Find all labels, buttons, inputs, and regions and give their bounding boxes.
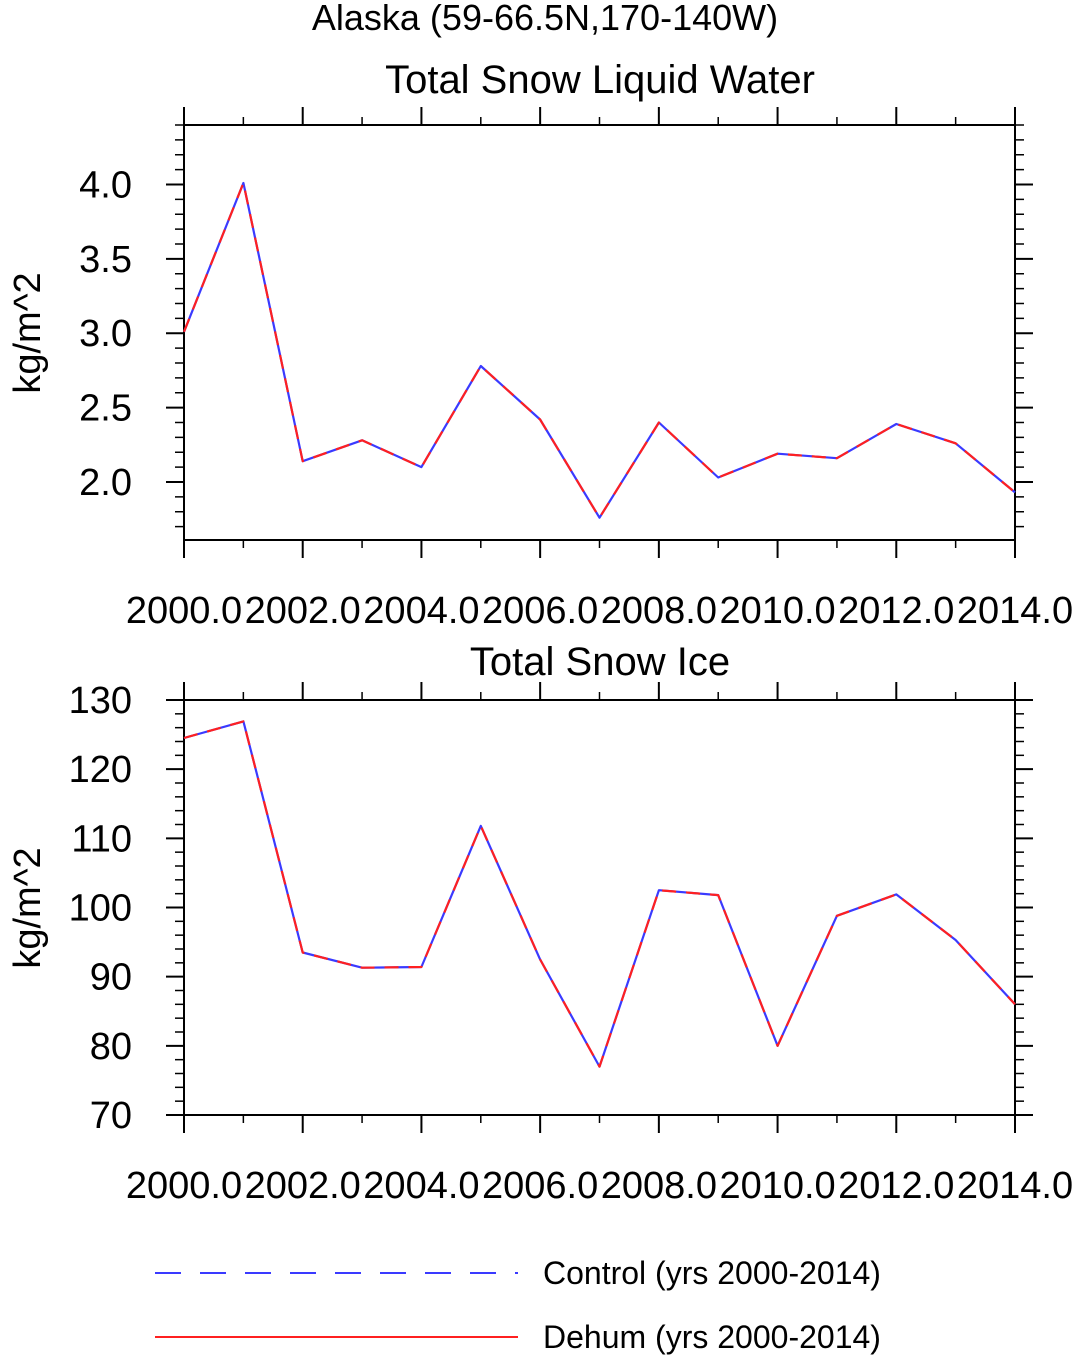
series-line-control (182, 181, 1016, 519)
series-lines (183, 720, 1016, 1068)
x-tick-label: 2000.0 (126, 590, 242, 632)
y-tick-label: 4.0 (79, 164, 132, 206)
x-tick-label: 2010.0 (719, 590, 835, 632)
x-tick-labels: 2000.0 2002.0 2004.0 2006.0 2008.0 2010.0 2012… (126, 1165, 1073, 1207)
x-tick-label: 2000.0 (126, 1165, 242, 1207)
series-lines (182, 181, 1016, 519)
y-tick-label: 2.0 (79, 462, 132, 504)
x-tick-label: 2012.0 (838, 590, 954, 632)
x-tick-label: 2008.0 (601, 1165, 717, 1207)
plot-axes (166, 682, 1033, 1133)
y-tick-labels: 70 80 90 100 110 120 130 (69, 680, 132, 1137)
x-tick-label: 2012.0 (838, 1165, 954, 1207)
x-tick-label: 2014.0 (957, 590, 1073, 632)
y-tick-label: 2.5 (79, 388, 132, 430)
legend-label-dehum: Dehum (yrs 2000-2014) (543, 1319, 881, 1355)
x-tick-label: 2004.0 (363, 590, 479, 632)
chart-title: Total Snow Liquid Water (385, 58, 815, 102)
x-tick-label: 2002.0 (245, 590, 361, 632)
legend-label-control: Control (yrs 2000-2014) (543, 1255, 881, 1291)
x-tick-label: 2002.0 (245, 1165, 361, 1207)
y-tick-label: 120 (69, 749, 132, 791)
y-tick-label: 3.5 (79, 239, 132, 281)
x-tick-label: 2008.0 (601, 590, 717, 632)
series-line-dehum (183, 720, 1016, 1068)
y-tick-label: 70 (90, 1095, 132, 1137)
plot-frame (183, 124, 1016, 541)
y-axis-label: kg/m^2 (7, 847, 49, 968)
plot-axes (166, 107, 1033, 558)
x-tick-labels: 2000.0 2002.0 2004.0 2006.0 2008.0 2010.0 2012… (126, 590, 1073, 632)
y-tick-label: 100 (69, 888, 132, 930)
y-tick-label: 110 (71, 818, 132, 860)
x-tick-label: 2014.0 (957, 1165, 1073, 1207)
x-tick-label: 2010.0 (719, 1165, 835, 1207)
legend: Control (yrs 2000-2014) Dehum (yrs 2000-… (155, 1255, 881, 1355)
y-tick-labels: 2.0 2.5 3.0 3.5 4.0 (79, 164, 132, 503)
plot-frame (183, 699, 1016, 1116)
chart-panel-liquid-water: Total Snow Liquid Water kg/m^2 2.0 2.5 3.0… (7, 58, 1073, 632)
x-tick-label: 2006.0 (482, 590, 598, 632)
x-tick-label: 2004.0 (363, 1165, 479, 1207)
y-tick-label: 90 (90, 957, 132, 999)
y-axis-label: kg/m^2 (7, 272, 49, 393)
y-tick-label: 80 (90, 1026, 132, 1068)
series-line-control (183, 720, 1016, 1068)
x-tick-label: 2006.0 (482, 1165, 598, 1207)
y-tick-label: 130 (69, 680, 132, 722)
series-line-dehum (182, 181, 1016, 519)
y-tick-label: 3.0 (79, 313, 132, 355)
chart-title: Total Snow Ice (470, 640, 730, 684)
figure-title: Alaska (59-66.5N,170-140W) (312, 0, 778, 38)
chart-panel-snow-ice: Total Snow Ice kg/m^2 70 80 90 100 110 120 130… (7, 640, 1073, 1207)
